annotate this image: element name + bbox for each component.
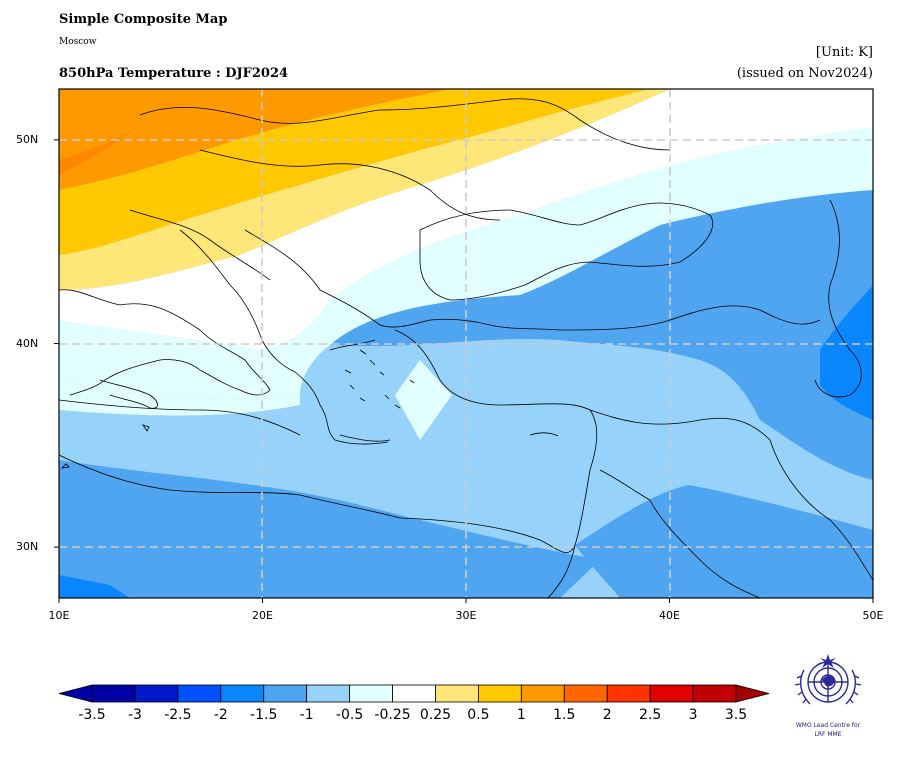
colorbar-extend-high [735,684,770,703]
colorbar-tick-label: 1 [516,707,526,723]
map-field [59,89,873,598]
colorbar-swatch [91,684,136,703]
map-title: 850hPa Temperature : DJF2024 [59,66,289,81]
logo-text-line2: LRF MME [814,731,842,738]
colorbar-tick-label: 3.5 [724,707,748,723]
colorbar-tick-label: 2.5 [638,707,662,723]
band-neg2-east [820,285,873,420]
colorbar-swatch [263,684,308,703]
colorbar-tick-label: -0.25 [374,707,411,723]
band-neg05-aegean [395,360,452,440]
band-pos15-hint [59,125,140,175]
colorbar-tick-label: 3 [688,707,698,723]
colorbar-swatch [306,684,350,703]
y-tick-label: 30N [16,540,39,554]
colorbar-swatch [349,684,393,703]
city-subtitle: Moscow [59,37,97,47]
band-neg2-corner [59,575,130,598]
band-pos1 [59,89,450,190]
x-tick-label: 40E [659,609,680,622]
colorbar-swatch [606,684,651,703]
issued-label: (issued on Nov2024) [736,66,873,81]
band-neg15-southeast [575,485,873,598]
colorbar-swatch [392,684,436,703]
colorbar-swatch [649,684,694,703]
colorbar-tick-label: 1.5 [553,707,576,723]
x-tick-label: 10E [48,609,70,622]
colorbar-extend-low [58,684,93,703]
page-title: Simple Composite Map [59,12,228,27]
wmo-logo-icon [794,654,862,705]
colorbar-swatch [220,684,265,703]
gridlines [59,89,873,598]
x-tick-label: 50E [862,609,884,622]
band-neg15-northeast [330,190,873,480]
colorbar-tick-label: -2.5 [164,707,192,723]
band-pos05 [59,89,650,255]
colorbar-tick-label: 0.5 [467,707,490,723]
colorbar-tick-label: -3 [127,707,142,723]
colorbar-tick-label: -0.5 [335,707,364,723]
colorbar-swatch [477,684,522,703]
y-tick-label: 40N [16,336,39,350]
colorbar-tick-label: 0.25 [419,707,452,723]
colorbar-tick-label: -1.5 [250,707,278,723]
colorbar-swatch [134,684,179,703]
unit-label: [Unit: K] [815,45,873,60]
logo-text-line1: WMO Lead Centre for [795,722,861,729]
x-tick-label: 30E [455,609,477,622]
colorbar-tick-label: 2 [602,707,612,723]
band-neg15-south [59,460,600,598]
x-tick-label: 20E [252,609,273,622]
colorbar-swatch [692,684,737,703]
coastlines [59,98,873,598]
colorbar-tick-label: -3.5 [78,707,106,723]
colorbar-swatch [435,684,479,703]
colorbar-tick-label: -2 [213,707,228,723]
colorbar-tick-label: -1 [299,707,314,723]
tick-marks [54,139,874,603]
colorbar-swatch [177,684,222,703]
colorbar-swatch [520,684,565,703]
y-tick-label: 50N [16,132,39,146]
colorbar-swatch [563,684,608,703]
